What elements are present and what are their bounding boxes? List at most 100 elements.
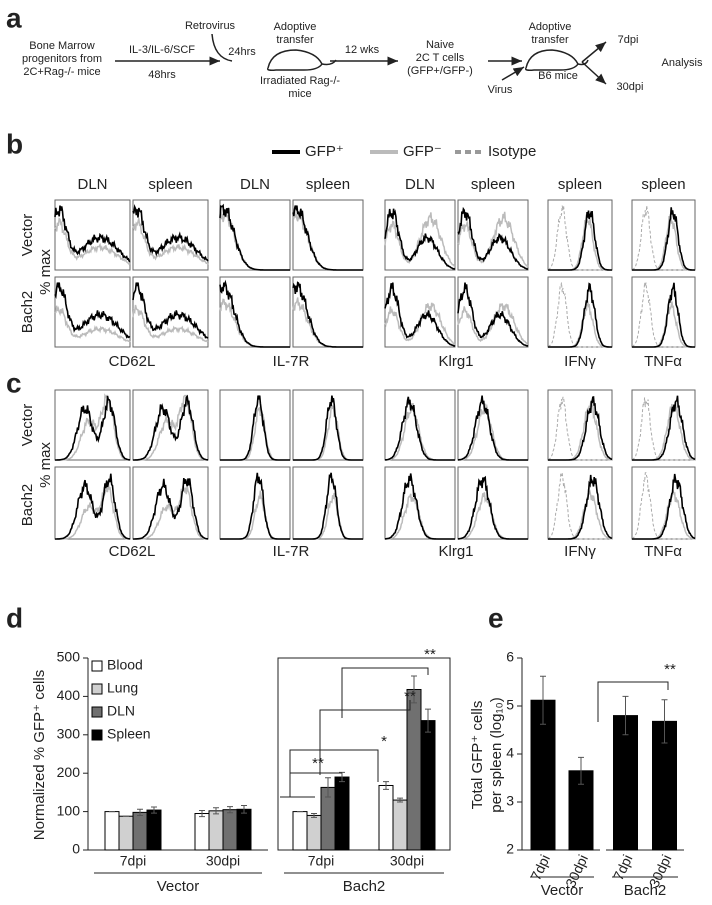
schematic-text: 7dpi bbox=[618, 34, 639, 46]
gfp-positive-curve bbox=[384, 396, 455, 461]
row-label: Bach2 bbox=[19, 291, 36, 334]
significance-bracket bbox=[597, 681, 669, 722]
gfp-positive-curve bbox=[548, 210, 612, 271]
error-bar bbox=[213, 807, 219, 815]
histogram-frame bbox=[292, 466, 364, 540]
isotype-curve bbox=[547, 396, 612, 461]
y-tick-label: 3 bbox=[506, 793, 514, 809]
histogram-frame bbox=[457, 276, 529, 348]
bar bbox=[306, 814, 322, 851]
x-tick-label: 30dpi bbox=[206, 853, 240, 869]
bar bbox=[236, 808, 252, 851]
marker-label: IL-7R bbox=[273, 543, 310, 560]
gfp-negative-curve bbox=[133, 394, 208, 461]
y-tick-label: 100 bbox=[57, 802, 81, 818]
schematic-text: mice bbox=[288, 88, 311, 100]
schematic-text: 12 wks bbox=[345, 44, 380, 56]
histogram-frame bbox=[219, 276, 291, 348]
gfp-negative-curve bbox=[384, 212, 456, 267]
arrow bbox=[501, 66, 525, 81]
significance-bracket bbox=[289, 749, 379, 797]
group-label: Vector bbox=[541, 882, 584, 899]
arrow bbox=[581, 41, 607, 63]
group-label: Vector bbox=[157, 878, 200, 895]
error-bar bbox=[425, 708, 431, 733]
marker-label: IFNγ bbox=[564, 543, 596, 560]
marker-label: TNFα bbox=[644, 543, 682, 560]
gfp-positive-curve bbox=[632, 395, 696, 461]
histogram-frame bbox=[132, 389, 209, 461]
error-bar bbox=[325, 777, 331, 798]
error-bar bbox=[137, 808, 143, 816]
error-bar bbox=[397, 797, 403, 803]
error-bar bbox=[540, 675, 546, 725]
gfp-positive-curve bbox=[384, 208, 456, 270]
isotype-curve bbox=[631, 397, 695, 461]
gfp-negative-curve bbox=[632, 301, 695, 348]
panel-label: e bbox=[488, 602, 504, 633]
bar bbox=[292, 811, 308, 851]
error-bar bbox=[311, 813, 317, 818]
schematic-text: 2C T cells bbox=[416, 52, 465, 64]
gfp-positive-curve bbox=[54, 205, 131, 263]
gfp-positive-curve bbox=[220, 472, 290, 540]
gfp-negative-curve bbox=[55, 482, 131, 540]
mouse bbox=[524, 49, 589, 71]
isotype-curve bbox=[631, 282, 695, 348]
histogram-frame bbox=[457, 389, 529, 461]
histogram-frame bbox=[132, 466, 209, 540]
legend-label: GFP⁺ bbox=[305, 143, 344, 160]
gfp-positive-curve bbox=[219, 203, 290, 271]
gfp-positive-curve bbox=[548, 282, 612, 348]
significance-label: ** bbox=[404, 688, 416, 705]
row-label: Vector bbox=[19, 404, 36, 447]
column-header: spleen bbox=[148, 176, 192, 193]
histogram-frame bbox=[219, 389, 291, 461]
legend-swatch bbox=[91, 683, 103, 695]
error-bar bbox=[227, 806, 233, 814]
y-tick-label: 200 bbox=[57, 764, 81, 780]
marker-label: CD62L bbox=[109, 543, 156, 560]
y-tick-label: 500 bbox=[57, 649, 81, 665]
x-tick-label: 7dpi bbox=[120, 853, 146, 869]
gfp-negative-curve bbox=[219, 208, 290, 271]
significance-label: ** bbox=[664, 661, 676, 678]
marker-label: IFNγ bbox=[564, 353, 596, 370]
significance-bracket bbox=[319, 700, 411, 775]
bar bbox=[392, 799, 408, 851]
schematic-text: 2C+Rag-/- mice bbox=[23, 66, 100, 78]
marker-label: TNFα bbox=[644, 353, 682, 370]
schematic-text: 48hrs bbox=[148, 69, 176, 81]
y-tick-label: 4 bbox=[506, 745, 514, 761]
error-bar bbox=[151, 806, 157, 814]
x-tick-label: 7dpi bbox=[610, 852, 636, 883]
gfp-positive-curve bbox=[133, 477, 209, 540]
gfp-positive-curve bbox=[293, 472, 363, 540]
gfp-positive-curve bbox=[548, 395, 613, 461]
y-tick-label: 400 bbox=[57, 687, 81, 703]
gfp-positive-curve bbox=[220, 395, 290, 461]
legend-label: DLN bbox=[107, 703, 135, 719]
y-axis-label: per spleen (log₁₀) bbox=[488, 697, 505, 813]
legend-label: Spleen bbox=[107, 726, 151, 742]
group-label: Bach2 bbox=[343, 878, 386, 895]
column-header: spleen bbox=[306, 176, 350, 193]
gfp-positive-curve bbox=[632, 282, 695, 348]
y-axis-label: Total GFP⁺ cells bbox=[469, 701, 486, 810]
error-bar bbox=[578, 756, 584, 785]
legend-swatch bbox=[91, 706, 103, 718]
histogram-frame bbox=[631, 389, 696, 461]
isotype-curve bbox=[631, 472, 695, 540]
histogram-frame bbox=[292, 389, 364, 461]
marker-label: Klrg1 bbox=[438, 353, 473, 370]
significance-bracket bbox=[341, 667, 429, 718]
gfp-positive-curve bbox=[632, 207, 695, 271]
bar bbox=[334, 776, 350, 851]
gfp-negative-curve bbox=[293, 492, 363, 540]
x-tick-label: 7dpi bbox=[308, 853, 334, 869]
error-bar bbox=[339, 771, 345, 783]
y-axis-label: % max bbox=[37, 249, 54, 295]
error-bar bbox=[622, 695, 629, 736]
error-bar bbox=[383, 781, 389, 790]
schematic-text: Analysis bbox=[662, 57, 703, 69]
